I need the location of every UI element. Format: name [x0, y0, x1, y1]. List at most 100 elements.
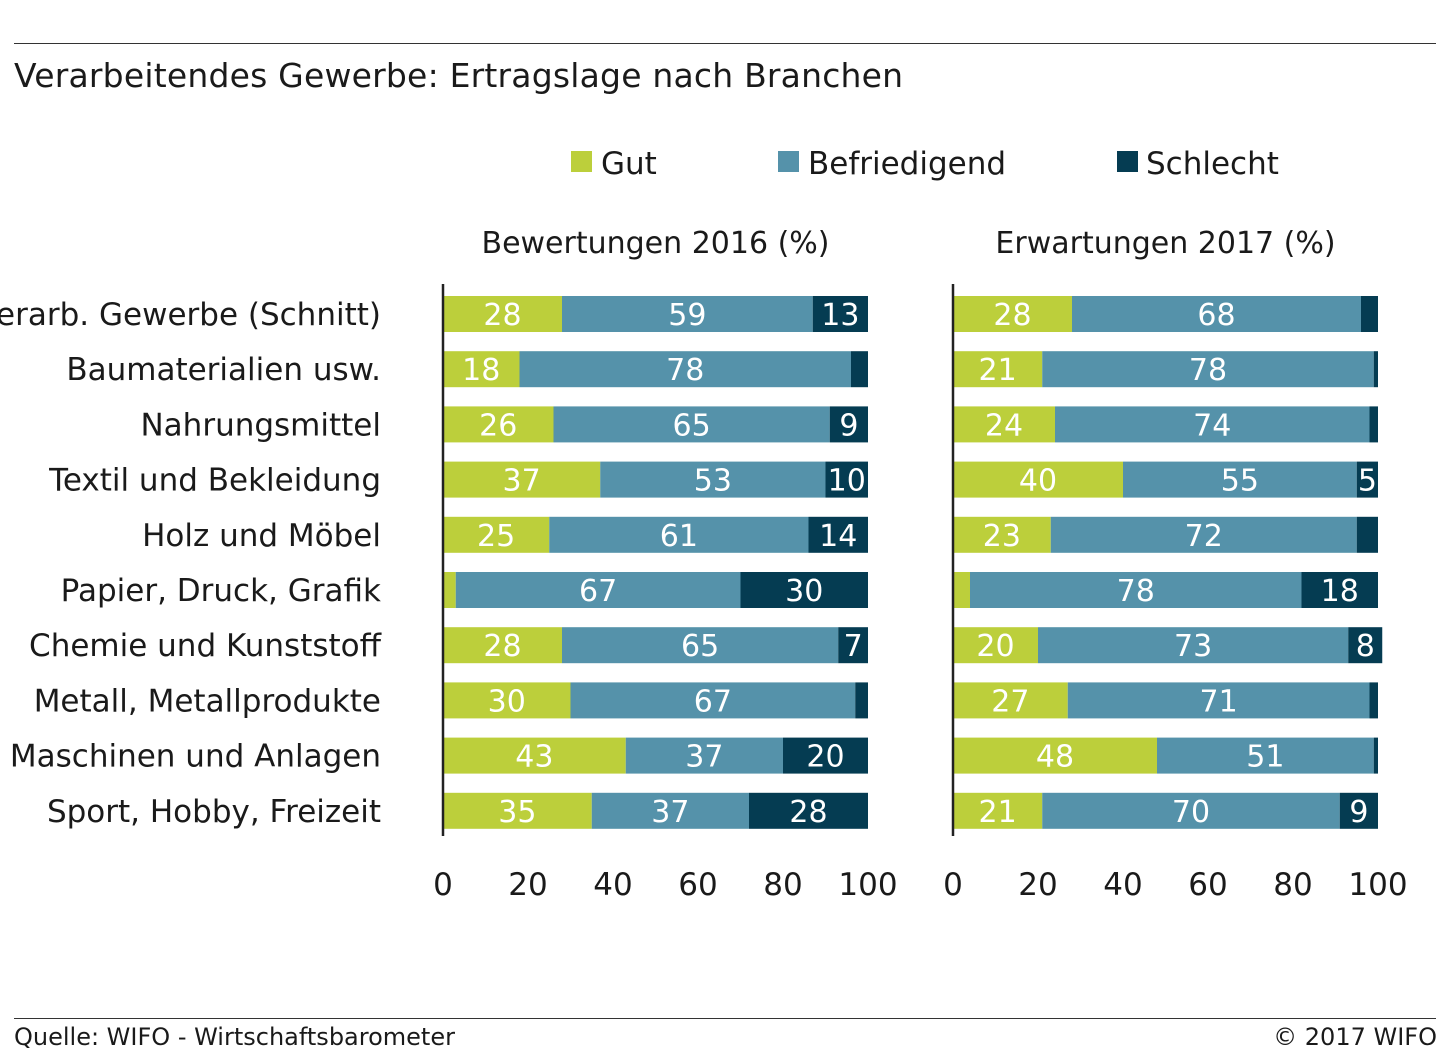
category-label: Maschinen und Anlagen	[10, 739, 381, 775]
data-label-befriedigend: 65	[673, 408, 711, 443]
bar-schlecht	[749, 792, 868, 829]
data-label-gut: 35	[498, 795, 536, 830]
category-label: Sport, Hobby, Freizeit	[47, 794, 381, 830]
category-label: Papier, Druck, Grafik	[61, 573, 381, 609]
data-label-schlecht: 5	[1358, 464, 1377, 499]
data-label-schlecht: 9	[839, 408, 858, 443]
bar-schlecht	[825, 461, 868, 498]
bar-befriedigend	[519, 351, 851, 388]
data-label-schlecht: 30	[785, 574, 823, 609]
panel-title-2016: Bewertungen 2016 (%)	[481, 226, 829, 261]
data-label-gut: 25	[477, 519, 515, 554]
data-label-gut: 20	[976, 629, 1014, 664]
bar-gut	[953, 792, 1043, 829]
bar-befriedigend	[562, 296, 813, 332]
data-label-befriedigend: 78	[666, 353, 704, 388]
bar-befriedigend	[970, 572, 1302, 608]
bar-befriedigend	[1072, 296, 1361, 332]
data-label-gut: 37	[503, 464, 541, 499]
bottom-rule	[14, 1018, 1436, 1019]
category-label: Chemie und Kunststoff	[29, 628, 382, 664]
top-rule	[14, 43, 1436, 44]
data-label-gut: 27	[991, 684, 1029, 719]
bar-befriedigend	[1038, 627, 1349, 664]
bar-gut	[443, 461, 601, 498]
data-label-gut: 28	[993, 298, 1031, 333]
bar-gut	[953, 682, 1068, 719]
bar-befriedigend	[600, 461, 826, 498]
bar-schlecht	[1373, 737, 1378, 774]
x-tick-label-2016: 20	[508, 867, 547, 903]
data-label-befriedigend: 51	[1246, 740, 1284, 775]
data-label-befriedigend: 61	[660, 519, 698, 554]
legend-swatch-schlecht	[1117, 151, 1138, 172]
data-label-schlecht: 13	[821, 298, 859, 333]
bar-gut	[953, 461, 1123, 498]
bar-gut	[443, 737, 626, 774]
bar-schlecht	[740, 572, 868, 608]
data-label-schlecht: 20	[806, 740, 844, 775]
data-label-gut: 24	[985, 408, 1023, 443]
bar-schlecht	[1373, 351, 1378, 388]
data-label-gut: 26	[479, 408, 517, 443]
bar-gut	[443, 682, 571, 719]
bar-gut	[443, 351, 520, 388]
data-label-befriedigend: 71	[1200, 684, 1238, 719]
bar-schlecht	[1348, 627, 1383, 664]
data-label-gut: 28	[483, 629, 521, 664]
bar-befriedigend	[1042, 351, 1374, 388]
data-label-schlecht: 10	[828, 464, 866, 499]
x-tick-label-2016: 100	[838, 867, 897, 903]
data-label-gut: 18	[462, 353, 500, 388]
bar-befriedigend	[625, 737, 783, 774]
data-label-gut: 48	[1036, 740, 1074, 775]
x-tick-label-2017: 20	[1018, 867, 1057, 903]
bar-gut	[953, 572, 970, 608]
category-label: Holz und Möbel	[142, 518, 381, 554]
data-label-befriedigend: 67	[694, 684, 732, 719]
data-label-befriedigend: 70	[1172, 795, 1210, 830]
x-tick-label-2016: 40	[593, 867, 632, 903]
data-label-gut: 43	[515, 740, 553, 775]
bar-gut	[443, 572, 456, 608]
category-label: Baumaterialien usw.	[66, 352, 381, 388]
x-tick-label-2016: 60	[678, 867, 717, 903]
data-label-befriedigend: 78	[1189, 353, 1227, 388]
bar-befriedigend	[1123, 461, 1357, 498]
data-label-schlecht: 18	[1321, 574, 1359, 609]
data-label-befriedigend: 59	[668, 298, 706, 333]
legend-swatch-befriedigend	[778, 151, 799, 172]
data-label-befriedigend: 65	[681, 629, 719, 664]
bar-befriedigend	[455, 572, 741, 608]
category-label: Textil und Bekleidung	[48, 463, 381, 499]
bar-gut	[953, 737, 1157, 774]
bar-schlecht	[1356, 461, 1378, 498]
bar-befriedigend	[1067, 682, 1370, 719]
bar-schlecht	[838, 627, 868, 664]
data-label-gut: 21	[979, 353, 1017, 388]
data-label-befriedigend: 74	[1193, 408, 1231, 443]
category-label: Verarb. Gewerbe (Schnitt)	[0, 297, 381, 333]
bar-gut	[443, 516, 550, 553]
data-label-befriedigend: 78	[1117, 574, 1155, 609]
bar-schlecht	[783, 737, 868, 774]
x-tick-label-2016: 80	[763, 867, 802, 903]
bar-schlecht	[1361, 296, 1378, 332]
bar-schlecht	[855, 682, 868, 719]
category-label: Metall, Metallprodukte	[34, 683, 381, 719]
bar-schlecht	[1301, 572, 1378, 608]
x-tick-label-2017: 80	[1273, 867, 1312, 903]
bar-befriedigend	[1157, 737, 1374, 774]
copyright-note: © 2017 WIFO	[1273, 1023, 1437, 1051]
data-label-befriedigend: 53	[694, 464, 732, 499]
bar-befriedigend	[553, 406, 830, 443]
data-label-gut: 23	[983, 519, 1021, 554]
bar-befriedigend	[1050, 516, 1357, 553]
bar-schlecht	[1339, 792, 1378, 829]
data-label-gut: 40	[1019, 464, 1057, 499]
bar-gut	[953, 406, 1055, 443]
x-tick-label-2016: 0	[433, 867, 453, 903]
bar-gut	[443, 627, 562, 664]
data-label-befriedigend: 37	[685, 740, 723, 775]
data-label-schlecht: 9	[1349, 795, 1368, 830]
